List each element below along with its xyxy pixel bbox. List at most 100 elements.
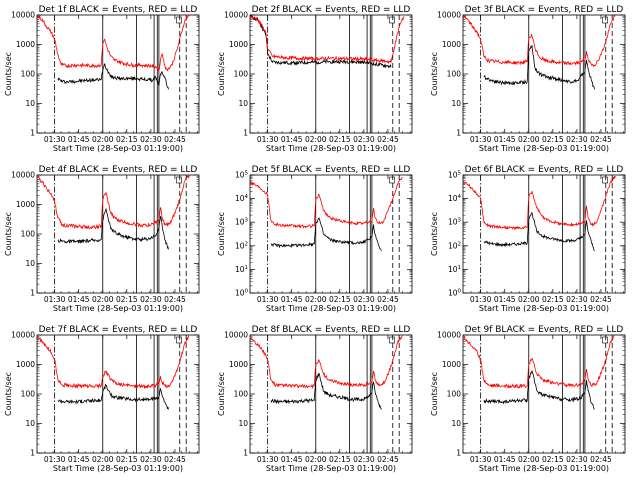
y-axis-label: Counts/sec <box>217 212 226 256</box>
x-tick-label: 02:30 <box>566 295 588 304</box>
x-tick-label: 01:45 <box>281 135 303 144</box>
events-series-line <box>57 63 169 90</box>
x-tick-label: 02:45 <box>164 295 186 304</box>
events-series-line <box>270 217 382 252</box>
y-tick-label: 103 <box>448 218 462 227</box>
x-axis-label: Start Time (28-Sep-03 01:19:00) <box>266 304 396 313</box>
plot-frame <box>462 14 626 134</box>
lld-series-line <box>250 177 403 229</box>
y-axis-label: Counts/sec <box>430 372 439 416</box>
chart-title: Det 3f BLACK = Events, RED = LLD <box>465 5 624 15</box>
lld-series-line <box>37 335 190 390</box>
lld-series-line <box>37 175 190 230</box>
y-tick-label: 104 <box>235 194 249 203</box>
y-tick-label: 1000 <box>16 200 35 209</box>
plot-frame <box>249 174 413 294</box>
x-tick-label: 02:00 <box>518 295 540 304</box>
detector-chart-9: Det 9f BLACK = Events, RED = LLD 1 10 100 10… <box>430 325 626 473</box>
events-series-line <box>483 44 595 90</box>
y-tick-label: 10 <box>451 419 461 428</box>
lld-series-line <box>463 335 616 389</box>
x-tick-label: 02:30 <box>353 295 375 304</box>
events-series-line <box>57 207 169 250</box>
x-tick-label: 01:45 <box>68 295 90 304</box>
x-tick-label: 02:15 <box>329 135 351 144</box>
y-tick-label: 1000 <box>16 40 35 49</box>
x-tick-label: 01:45 <box>281 455 303 464</box>
x-tick-label: 01:30 <box>257 295 279 304</box>
x-tick-label: 02:30 <box>566 135 588 144</box>
x-tick-label: 02:15 <box>542 455 564 464</box>
y-tick-label: 10000 <box>224 331 248 340</box>
y-tick-label: 10000 <box>11 171 35 180</box>
y-tick-label: 1 <box>243 129 248 138</box>
y-axis-label: Counts/sec <box>4 372 13 416</box>
chart-title: Det 2f BLACK = Events, RED = LLD <box>252 5 411 15</box>
corner-box <box>389 16 395 24</box>
x-tick-label: 01:30 <box>257 455 279 464</box>
y-tick-label: 1 <box>30 289 35 298</box>
y-tick-label: 100 <box>448 289 462 298</box>
x-axis-label: Start Time (28-Sep-03 01:19:00) <box>53 304 183 313</box>
x-tick-label: 02:30 <box>140 135 162 144</box>
chart-title: Det 6f BLACK = Events, RED = LLD <box>465 165 624 175</box>
x-tick-label: 02:00 <box>92 135 114 144</box>
x-tick-label: 01:30 <box>257 135 279 144</box>
x-tick-label: 01:30 <box>470 135 492 144</box>
x-axis-label: Start Time (28-Sep-03 01:19:00) <box>53 144 183 153</box>
y-tick-label: 1 <box>456 129 461 138</box>
detector-chart-6: Det 6f BLACK = Events, RED = LLD 100 101 10… <box>430 165 626 313</box>
x-tick-label: 02:15 <box>116 455 138 464</box>
plot-frame <box>36 14 200 134</box>
y-tick-label: 1000 <box>442 40 461 49</box>
chart-title: Det 4f BLACK = Events, RED = LLD <box>39 165 198 175</box>
y-tick-label: 100 <box>21 230 36 239</box>
x-tick-label: 02:30 <box>353 455 375 464</box>
x-tick-label: 02:00 <box>305 135 327 144</box>
x-tick-label: 02:45 <box>377 295 399 304</box>
x-tick-label: 02:00 <box>518 455 540 464</box>
y-tick-label: 10000 <box>11 331 35 340</box>
y-tick-label: 1 <box>243 449 248 458</box>
lld-series-line <box>463 15 616 68</box>
x-axis-label: Start Time (28-Sep-03 01:19:00) <box>479 144 609 153</box>
y-tick-label: 1 <box>456 449 461 458</box>
corner-box <box>602 16 608 24</box>
detector-chart-8: Det 8f BLACK = Events, RED = LLD 1 10 100 10… <box>217 325 413 473</box>
y-tick-label: 101 <box>235 265 248 274</box>
y-tick-label: 10 <box>25 99 35 108</box>
x-tick-label: 01:30 <box>44 135 66 144</box>
y-tick-label: 101 <box>448 265 461 274</box>
y-tick-label: 100 <box>447 70 462 79</box>
y-axis-label: Counts/sec <box>430 52 439 96</box>
y-tick-label: 1 <box>30 449 35 458</box>
x-tick-label: 02:00 <box>92 455 114 464</box>
plot-frame <box>462 174 626 294</box>
corner-box <box>176 336 182 344</box>
y-tick-label: 1000 <box>229 40 248 49</box>
y-tick-label: 100 <box>234 390 249 399</box>
y-axis-label: Counts/sec <box>430 212 439 256</box>
x-tick-label: 02:30 <box>140 295 162 304</box>
lld-series-line <box>463 175 616 231</box>
y-axis-label: Counts/sec <box>217 52 226 96</box>
x-tick-label: 01:45 <box>494 455 516 464</box>
y-tick-label: 10 <box>25 259 35 268</box>
x-tick-label: 02:45 <box>590 295 612 304</box>
plot-frame <box>36 334 200 454</box>
x-axis-label: Start Time (28-Sep-03 01:19:00) <box>479 304 609 313</box>
chart-title: Det 9f BLACK = Events, RED = LLD <box>465 325 624 335</box>
detector-chart-4: Det 4f BLACK = Events, RED = LLD 1 10 100 10… <box>4 165 200 313</box>
events-series-line <box>270 372 382 410</box>
lld-series-line <box>250 335 403 390</box>
events-series-line <box>483 369 595 410</box>
detector-chart-5: Det 5f BLACK = Events, RED = LLD 100 101 10… <box>217 165 413 313</box>
detector-chart-1: Det 1f BLACK = Events, RED = LLD 1 10 100 10… <box>4 5 200 153</box>
x-tick-label: 02:45 <box>164 455 186 464</box>
events-series-line <box>483 212 595 252</box>
x-axis-label: Start Time (28-Sep-03 01:19:00) <box>266 464 396 473</box>
x-tick-label: 02:30 <box>140 455 162 464</box>
x-tick-label: 02:45 <box>590 455 612 464</box>
y-tick-label: 100 <box>234 70 249 79</box>
